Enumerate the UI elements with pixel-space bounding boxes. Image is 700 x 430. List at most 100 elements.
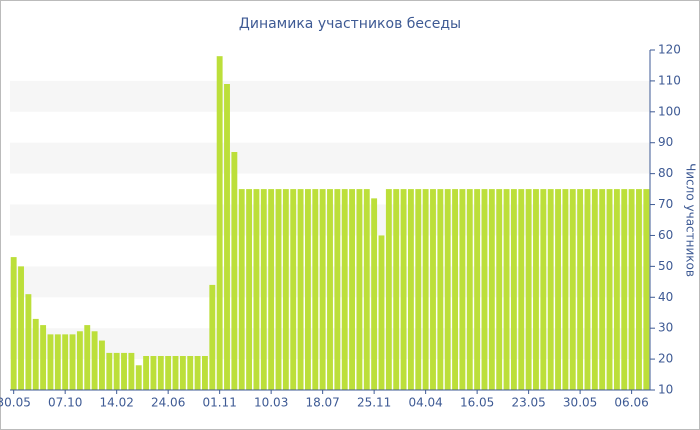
bar bbox=[54, 334, 61, 390]
bar bbox=[555, 189, 561, 390]
y-tick-label: 10 bbox=[658, 383, 673, 397]
bar bbox=[496, 189, 503, 390]
y-tick-label: 40 bbox=[658, 290, 673, 304]
bar bbox=[238, 189, 245, 390]
bar bbox=[282, 189, 289, 390]
bar bbox=[194, 356, 201, 390]
bar bbox=[253, 189, 260, 390]
y-tick-label: 80 bbox=[658, 166, 673, 180]
y-axis-label: Число участников bbox=[684, 163, 698, 277]
bar bbox=[540, 189, 547, 390]
bar bbox=[25, 294, 32, 390]
bar bbox=[621, 189, 628, 390]
bar bbox=[202, 356, 208, 390]
bar bbox=[636, 189, 642, 390]
bar bbox=[437, 189, 444, 390]
bar bbox=[143, 356, 150, 390]
bar bbox=[356, 189, 363, 390]
x-tick-label: 01.11 bbox=[202, 396, 236, 410]
bar bbox=[10, 257, 17, 390]
bar bbox=[99, 340, 105, 390]
bar bbox=[371, 198, 378, 390]
bar bbox=[84, 325, 91, 390]
bar bbox=[224, 84, 230, 390]
bar bbox=[91, 331, 98, 390]
bar bbox=[290, 189, 297, 390]
bar bbox=[113, 352, 120, 390]
bar bbox=[106, 352, 113, 390]
bar bbox=[231, 152, 238, 390]
bar bbox=[76, 331, 83, 390]
x-tick-label: 24.06 bbox=[151, 396, 185, 410]
x-tick-label: 07.10 bbox=[48, 396, 82, 410]
bar bbox=[165, 356, 172, 390]
bar bbox=[40, 325, 47, 390]
bar bbox=[518, 189, 525, 390]
bar bbox=[407, 189, 414, 390]
bar bbox=[327, 189, 333, 390]
bar bbox=[562, 189, 569, 390]
bar bbox=[385, 189, 392, 390]
bar bbox=[297, 189, 304, 390]
bar bbox=[599, 189, 606, 390]
bar bbox=[363, 189, 370, 390]
bar bbox=[422, 189, 429, 390]
x-tick-label: 23.05 bbox=[511, 396, 545, 410]
bar bbox=[32, 318, 39, 390]
bar bbox=[591, 189, 598, 390]
grid-band bbox=[10, 142, 650, 174]
bar bbox=[503, 189, 510, 390]
y-tick-label: 100 bbox=[658, 104, 681, 118]
plot-area: 10 20 30 40 50 60 70 80 90 100 110 120 Число участни… bbox=[0, 43, 698, 410]
bar bbox=[304, 189, 311, 390]
bar bbox=[260, 189, 267, 390]
bar bbox=[150, 356, 157, 390]
x-tick-label: 30.05 bbox=[0, 396, 31, 410]
bar bbox=[466, 189, 473, 390]
x-tick-label: 30.05 bbox=[563, 396, 597, 410]
bar bbox=[481, 189, 488, 390]
x-tick-label: 18.07 bbox=[305, 396, 339, 410]
bar bbox=[400, 189, 407, 390]
bar bbox=[209, 284, 216, 390]
bar bbox=[268, 189, 275, 390]
grid-band bbox=[10, 80, 650, 112]
bar bbox=[341, 189, 348, 390]
bar bbox=[172, 356, 179, 390]
x-tick-label: 10.03 bbox=[254, 396, 288, 410]
bar bbox=[444, 189, 451, 390]
bar bbox=[246, 189, 253, 390]
y-tick-label: 110 bbox=[658, 73, 681, 87]
bar bbox=[577, 189, 584, 390]
bar bbox=[628, 189, 635, 390]
bar bbox=[47, 334, 54, 390]
y-tick-label: 30 bbox=[658, 321, 673, 335]
x-tick-label: 25.11 bbox=[357, 396, 391, 410]
bar bbox=[474, 189, 481, 390]
bar bbox=[312, 189, 319, 390]
bar bbox=[275, 189, 282, 390]
x-tick-label: 06.06 bbox=[614, 396, 648, 410]
x-tick-label: 14.02 bbox=[99, 396, 133, 410]
bar bbox=[378, 235, 385, 390]
bar bbox=[69, 334, 76, 390]
bar bbox=[128, 352, 135, 390]
bar bbox=[121, 352, 127, 390]
bar bbox=[319, 189, 326, 390]
bar bbox=[415, 189, 422, 390]
y-tick-label: 90 bbox=[658, 135, 673, 149]
bar bbox=[393, 189, 400, 390]
y-tick-label: 70 bbox=[658, 197, 673, 211]
bar bbox=[584, 189, 591, 390]
bar bbox=[135, 365, 142, 390]
bar bbox=[334, 189, 341, 390]
bar bbox=[510, 189, 517, 390]
bar bbox=[187, 356, 194, 390]
y-tick-label: 50 bbox=[658, 259, 673, 273]
bar bbox=[533, 189, 539, 390]
y-tick-label: 20 bbox=[658, 352, 673, 366]
y-tick-label: 120 bbox=[658, 43, 681, 57]
bar bbox=[452, 189, 458, 390]
bar bbox=[525, 189, 532, 390]
